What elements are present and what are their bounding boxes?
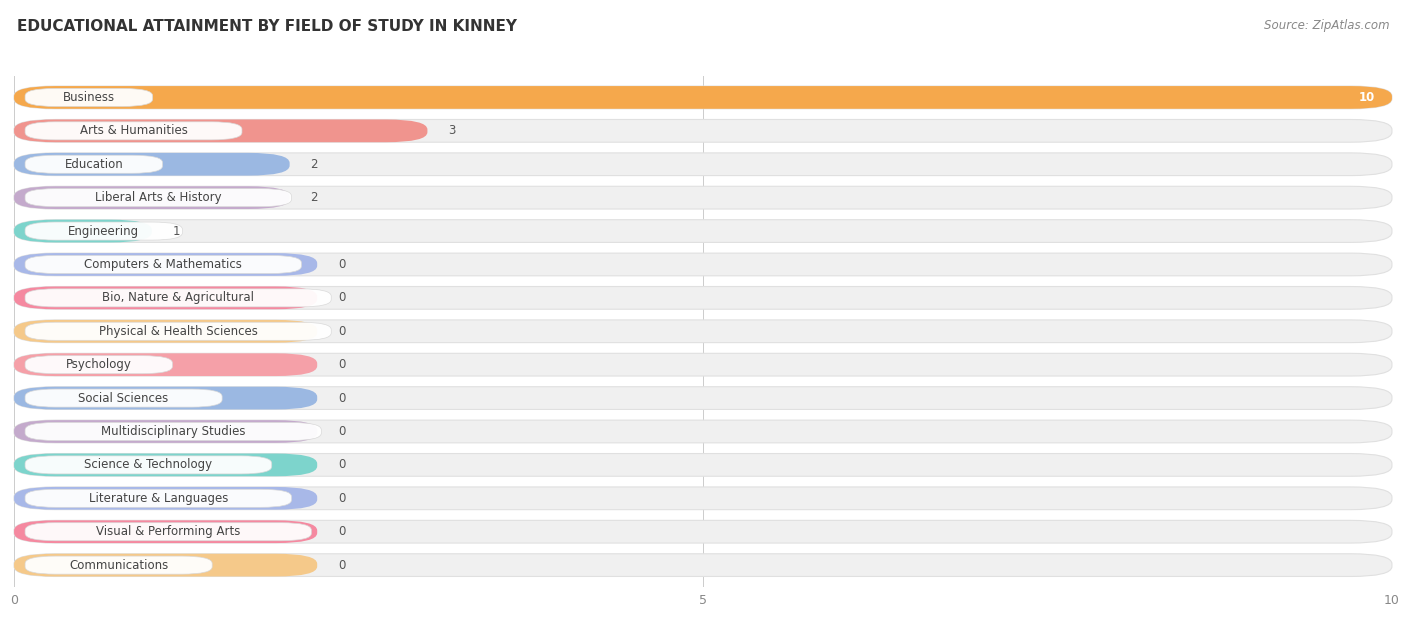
FancyBboxPatch shape — [14, 320, 1392, 343]
Text: Engineering: Engineering — [69, 225, 139, 237]
Text: Business: Business — [63, 91, 115, 104]
Text: Physical & Health Sciences: Physical & Health Sciences — [98, 325, 257, 338]
FancyBboxPatch shape — [14, 387, 318, 410]
FancyBboxPatch shape — [14, 220, 1392, 242]
Text: 0: 0 — [337, 525, 346, 538]
Text: 2: 2 — [311, 191, 318, 204]
Text: Education: Education — [65, 158, 124, 171]
FancyBboxPatch shape — [25, 155, 163, 174]
FancyBboxPatch shape — [25, 289, 332, 307]
Text: Arts & Humanities: Arts & Humanities — [80, 124, 187, 138]
FancyBboxPatch shape — [14, 153, 1392, 175]
FancyBboxPatch shape — [14, 220, 152, 242]
FancyBboxPatch shape — [14, 86, 1392, 109]
FancyBboxPatch shape — [25, 389, 222, 407]
FancyBboxPatch shape — [14, 521, 1392, 543]
Text: EDUCATIONAL ATTAINMENT BY FIELD OF STUDY IN KINNEY: EDUCATIONAL ATTAINMENT BY FIELD OF STUDY… — [17, 19, 517, 34]
Text: 0: 0 — [337, 392, 346, 404]
Text: Source: ZipAtlas.com: Source: ZipAtlas.com — [1264, 19, 1389, 32]
FancyBboxPatch shape — [14, 454, 1392, 476]
Text: Psychology: Psychology — [66, 358, 132, 371]
FancyBboxPatch shape — [14, 286, 318, 309]
Text: Multidisciplinary Studies: Multidisciplinary Studies — [101, 425, 246, 438]
Text: 0: 0 — [337, 358, 346, 371]
Text: Literature & Languages: Literature & Languages — [89, 492, 228, 505]
FancyBboxPatch shape — [14, 521, 318, 543]
FancyBboxPatch shape — [25, 556, 212, 574]
FancyBboxPatch shape — [14, 420, 318, 443]
FancyBboxPatch shape — [14, 186, 290, 209]
Text: 0: 0 — [337, 292, 346, 304]
Text: 10: 10 — [1360, 91, 1375, 104]
FancyBboxPatch shape — [14, 353, 318, 376]
FancyBboxPatch shape — [25, 222, 183, 240]
Text: Visual & Performing Arts: Visual & Performing Arts — [96, 525, 240, 538]
FancyBboxPatch shape — [25, 356, 173, 374]
Text: Social Sciences: Social Sciences — [79, 392, 169, 404]
FancyBboxPatch shape — [14, 387, 1392, 410]
Text: 2: 2 — [311, 158, 318, 171]
FancyBboxPatch shape — [14, 320, 318, 343]
FancyBboxPatch shape — [25, 322, 332, 340]
FancyBboxPatch shape — [14, 186, 1392, 209]
FancyBboxPatch shape — [25, 122, 242, 140]
FancyBboxPatch shape — [14, 286, 1392, 309]
FancyBboxPatch shape — [25, 522, 311, 541]
FancyBboxPatch shape — [14, 554, 318, 577]
FancyBboxPatch shape — [14, 153, 290, 175]
FancyBboxPatch shape — [25, 456, 271, 474]
Text: Science & Technology: Science & Technology — [84, 458, 212, 471]
FancyBboxPatch shape — [14, 119, 427, 142]
FancyBboxPatch shape — [14, 420, 1392, 443]
FancyBboxPatch shape — [14, 253, 1392, 276]
Text: Computers & Mathematics: Computers & Mathematics — [84, 258, 242, 271]
FancyBboxPatch shape — [14, 353, 1392, 376]
Text: 0: 0 — [337, 492, 346, 505]
Text: 0: 0 — [337, 258, 346, 271]
FancyBboxPatch shape — [25, 256, 301, 273]
FancyBboxPatch shape — [14, 119, 1392, 142]
FancyBboxPatch shape — [25, 489, 291, 507]
Text: 0: 0 — [337, 425, 346, 438]
FancyBboxPatch shape — [25, 88, 153, 107]
Text: 0: 0 — [337, 325, 346, 338]
Text: 3: 3 — [449, 124, 456, 138]
FancyBboxPatch shape — [14, 487, 318, 510]
Text: 0: 0 — [337, 458, 346, 471]
FancyBboxPatch shape — [25, 423, 322, 440]
Text: Communications: Communications — [69, 558, 169, 572]
FancyBboxPatch shape — [14, 253, 318, 276]
Text: Liberal Arts & History: Liberal Arts & History — [96, 191, 222, 204]
Text: 0: 0 — [337, 558, 346, 572]
Text: 1: 1 — [173, 225, 180, 237]
FancyBboxPatch shape — [14, 454, 318, 476]
FancyBboxPatch shape — [14, 554, 1392, 577]
FancyBboxPatch shape — [25, 189, 291, 207]
FancyBboxPatch shape — [14, 86, 1392, 109]
FancyBboxPatch shape — [14, 487, 1392, 510]
Text: Bio, Nature & Agricultural: Bio, Nature & Agricultural — [103, 292, 254, 304]
